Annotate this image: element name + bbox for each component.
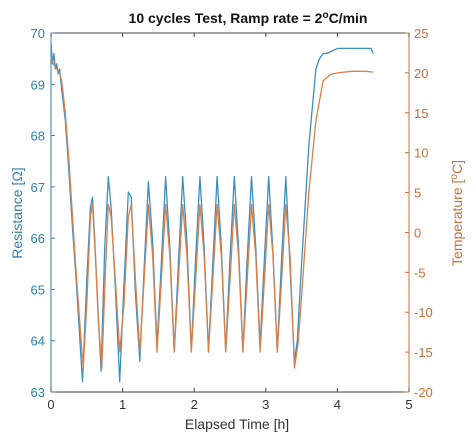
left-tick-label: 70	[31, 26, 45, 41]
temperature-series-line	[50, 56, 374, 369]
right-tick-label: 5	[414, 186, 421, 201]
left-tick-label: 64	[31, 334, 45, 349]
x-tick-label: 0	[47, 397, 54, 412]
right-tick-label: 20	[414, 66, 428, 81]
x-axis-title: Elapsed Time [h]	[185, 416, 289, 432]
left-tick-label: 69	[31, 77, 45, 92]
right-tick-label: 25	[414, 26, 428, 41]
x-tick-label: 4	[334, 397, 341, 412]
left-tick-label: 63	[31, 385, 45, 400]
left-tick-label: 67	[31, 180, 45, 195]
left-tick-label: 65	[31, 282, 45, 297]
right-tick-label: 15	[414, 106, 428, 121]
plot-area: 0 1 2 3 4 5 63 64 65 66 67 68 69 70 -20 -15 -10 -5 0 5 10 15 2…	[31, 26, 433, 412]
right-tick-label: -10	[414, 305, 433, 320]
right-axis-title: Temperature [oC]	[449, 160, 465, 266]
right-tick-label: 0	[414, 225, 421, 240]
x-tick-label: 1	[119, 397, 126, 412]
left-tick-label: 68	[31, 129, 45, 144]
left-axis-title: Resistance [Ω]	[9, 167, 25, 258]
right-tick-label: -5	[414, 265, 426, 280]
right-tick-label: -20	[414, 385, 433, 400]
chart-title: 10 cycles Test, Ramp rate = 2oC/min	[129, 10, 368, 26]
right-tick-label: -15	[414, 345, 433, 360]
x-tick-label: 5	[405, 397, 412, 412]
right-tick-label: 10	[414, 146, 428, 161]
x-tick-label: 3	[262, 397, 269, 412]
left-tick-label: 66	[31, 231, 45, 246]
x-tick-label: 2	[191, 397, 198, 412]
